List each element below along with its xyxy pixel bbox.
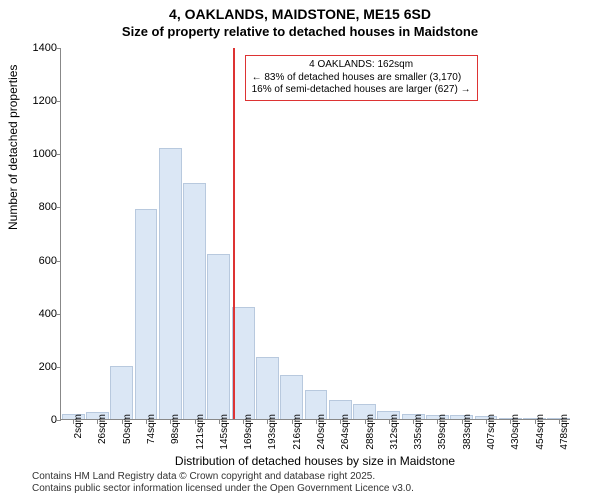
x-tick-label: 288sqm [365, 414, 376, 450]
histogram-bar [256, 357, 279, 419]
histogram-bar [207, 254, 230, 419]
x-tick-mark [389, 419, 390, 424]
annotation-header: 4 OAKLANDS: 162sqm [252, 59, 471, 72]
y-tick-mark [56, 420, 61, 421]
x-tick-label: 312sqm [389, 414, 400, 450]
y-tick-mark [56, 154, 61, 155]
x-tick-mark [559, 419, 560, 424]
y-tick-mark [56, 101, 61, 102]
x-tick-label: 359sqm [437, 414, 448, 450]
x-tick-mark [292, 419, 293, 424]
footer-line1: Contains HM Land Registry data © Crown c… [32, 471, 414, 483]
y-tick-label: 1200 [21, 95, 57, 107]
x-tick-mark [219, 419, 220, 424]
x-tick-label: 50sqm [122, 414, 133, 444]
x-tick-label: 121sqm [195, 414, 206, 450]
footer-attribution: Contains HM Land Registry data © Crown c… [32, 471, 414, 495]
x-tick-mark [486, 419, 487, 424]
x-tick-label: 335sqm [413, 414, 424, 450]
y-tick-label: 0 [21, 414, 57, 426]
y-axis-label: Number of detached properties [6, 65, 20, 230]
y-tick-label: 800 [21, 201, 57, 213]
x-tick-label: 478sqm [559, 414, 570, 450]
y-tick-label: 200 [21, 361, 57, 373]
annotation-box: 4 OAKLANDS: 162sqm ← 83% of detached hou… [245, 55, 478, 101]
y-tick-label: 1400 [21, 42, 57, 54]
x-tick-mark [535, 419, 536, 424]
x-tick-label: 26sqm [97, 414, 108, 444]
x-tick-mark [365, 419, 366, 424]
x-tick-mark [267, 419, 268, 424]
x-tick-label: 430sqm [510, 414, 521, 450]
x-tick-mark [195, 419, 196, 424]
x-tick-label: 383sqm [462, 414, 473, 450]
x-tick-mark [510, 419, 511, 424]
x-tick-mark [437, 419, 438, 424]
x-tick-mark [340, 419, 341, 424]
x-tick-mark [462, 419, 463, 424]
plot-area: 4 OAKLANDS: 162sqm ← 83% of detached hou… [60, 48, 570, 420]
x-tick-mark [122, 419, 123, 424]
x-tick-label: 240sqm [316, 414, 327, 450]
x-tick-mark [170, 419, 171, 424]
y-tick-label: 400 [21, 308, 57, 320]
histogram-bar [232, 307, 255, 419]
x-tick-label: 74sqm [146, 414, 157, 444]
x-tick-mark [316, 419, 317, 424]
y-tick-mark [56, 48, 61, 49]
x-tick-label: 193sqm [267, 414, 278, 450]
x-tick-mark [146, 419, 147, 424]
y-tick-mark [56, 207, 61, 208]
chart-title-main: 4, OAKLANDS, MAIDSTONE, ME15 6SD [0, 6, 600, 22]
y-tick-label: 600 [21, 255, 57, 267]
x-tick-mark [413, 419, 414, 424]
x-tick-label: 2sqm [73, 414, 84, 438]
reference-line [233, 48, 235, 419]
histogram-bar [135, 209, 158, 419]
x-tick-mark [73, 419, 74, 424]
y-tick-mark [56, 367, 61, 368]
histogram-bar [280, 375, 303, 419]
x-tick-label: 216sqm [292, 414, 303, 450]
chart-container: 4, OAKLANDS, MAIDSTONE, ME15 6SD Size of… [0, 0, 600, 500]
x-tick-label: 264sqm [340, 414, 351, 450]
footer-line2: Contains public sector information licen… [32, 483, 414, 495]
x-tick-label: 98sqm [170, 414, 181, 444]
x-tick-mark [243, 419, 244, 424]
y-tick-mark [56, 261, 61, 262]
histogram-bar [183, 183, 206, 419]
histogram-bar [110, 366, 133, 419]
annotation-line1: ← 83% of detached houses are smaller (3,… [252, 72, 471, 85]
annotation-line2: 16% of semi-detached houses are larger (… [252, 84, 471, 97]
x-tick-label: 454sqm [535, 414, 546, 450]
chart-title-sub: Size of property relative to detached ho… [0, 24, 600, 39]
x-tick-label: 145sqm [219, 414, 230, 450]
histogram-bar [159, 148, 182, 419]
x-tick-label: 169sqm [243, 414, 254, 450]
x-axis-label: Distribution of detached houses by size … [60, 454, 570, 468]
x-tick-label: 407sqm [486, 414, 497, 450]
y-tick-mark [56, 314, 61, 315]
y-tick-label: 1000 [21, 148, 57, 160]
x-tick-mark [97, 419, 98, 424]
